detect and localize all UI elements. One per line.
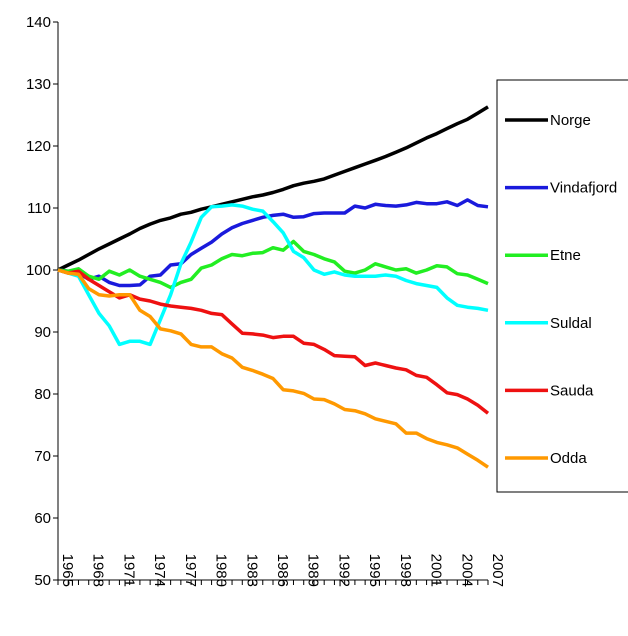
series-line	[57, 198, 489, 288]
legend-label: Odda	[550, 450, 587, 467]
x-tick-label: 1971	[120, 554, 137, 587]
x-tick-label: 1968	[90, 554, 107, 587]
x-tick-label: 1977	[182, 554, 199, 587]
series-line	[57, 203, 489, 347]
x-tick-label: 1983	[243, 554, 260, 587]
y-tick-label: 100	[26, 262, 51, 279]
series-line	[57, 268, 490, 415]
y-tick-label: 80	[34, 386, 51, 403]
legend-label: Etne	[550, 247, 581, 264]
y-tick-label: 50	[34, 572, 51, 589]
series-line	[57, 105, 489, 272]
x-tick-label: 2001	[428, 554, 445, 587]
y-tick-label: 90	[34, 324, 51, 341]
x-tick-label: 1974	[151, 554, 168, 587]
legend-label: Suldal	[550, 315, 592, 332]
legend-label: Norge	[550, 112, 591, 129]
legend-label: Sauda	[550, 382, 594, 399]
y-tick-label: 140	[26, 14, 51, 31]
series-line	[57, 268, 489, 469]
x-tick-label: 1986	[274, 554, 291, 587]
y-tick-label: 130	[26, 76, 51, 93]
y-tick-label: 60	[34, 510, 51, 527]
legend-box	[496, 79, 628, 493]
x-tick-label: 1992	[335, 554, 352, 587]
x-tick-label: 1995	[366, 554, 383, 587]
x-tick-label: 2007	[489, 554, 506, 587]
y-tick-label: 120	[26, 138, 51, 155]
x-tick-label: 1965	[59, 554, 76, 587]
x-tick-label: 1998	[397, 554, 414, 587]
y-tick-label: 110	[27, 200, 51, 217]
x-tick-label: 2004	[458, 554, 475, 587]
x-tick-label: 1980	[213, 554, 230, 587]
series-line	[57, 239, 489, 290]
legend-label: Vindafjord	[550, 180, 617, 197]
y-tick-label: 70	[34, 448, 51, 465]
x-tick-label: 1989	[305, 554, 322, 587]
